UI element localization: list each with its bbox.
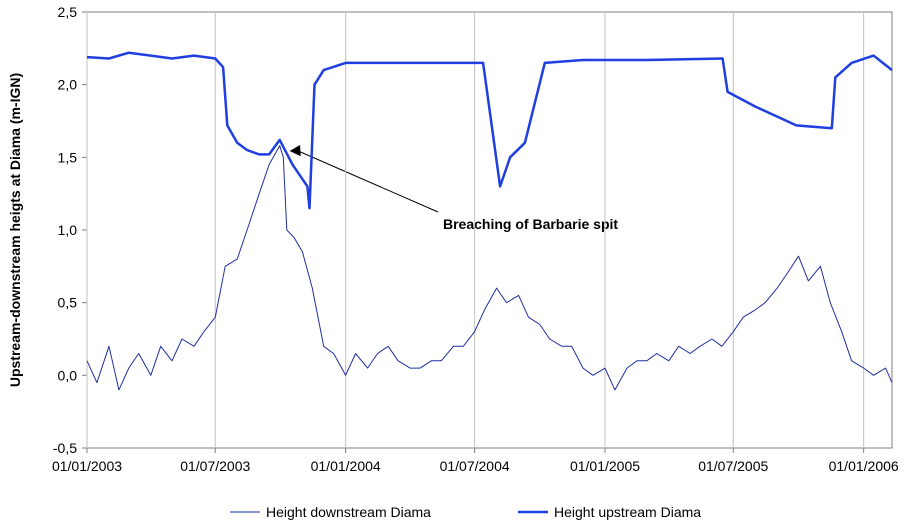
legend-label: Height upstream Diama: [554, 504, 701, 520]
series-line: [86, 145, 893, 391]
x-tick-label: 01/01/2004: [311, 458, 381, 474]
x-tick-label: 01/07/2004: [440, 458, 510, 474]
annotation-arrow: [295, 149, 439, 213]
y-tick-label: 1,0: [58, 222, 78, 238]
annotation: Breaching of Barbarie spit: [443, 216, 618, 232]
y-axis-label: Upstream-downstream heigts at Diama (m-I…: [7, 73, 23, 387]
y-tick-label: 2,5: [58, 4, 78, 20]
x-tick-label: 01/07/2005: [698, 458, 768, 474]
x-tick-label: 01/07/2003: [180, 458, 250, 474]
y-tick-label: -0,5: [53, 440, 77, 456]
arrow-head: [289, 145, 301, 157]
series-line: [86, 51, 893, 210]
x-tick-label: 01/01/2005: [570, 458, 640, 474]
y-tick-label: 0,5: [58, 295, 78, 311]
x-tick-label: 01/01/2006: [829, 458, 899, 474]
y-tick-label: 0,0: [58, 367, 78, 383]
y-tick-label: 1,5: [58, 149, 78, 165]
x-tick-label: 01/01/2003: [52, 458, 122, 474]
legend-label: Height downstream Diama: [266, 504, 431, 520]
y-tick-label: 2,0: [58, 77, 78, 93]
